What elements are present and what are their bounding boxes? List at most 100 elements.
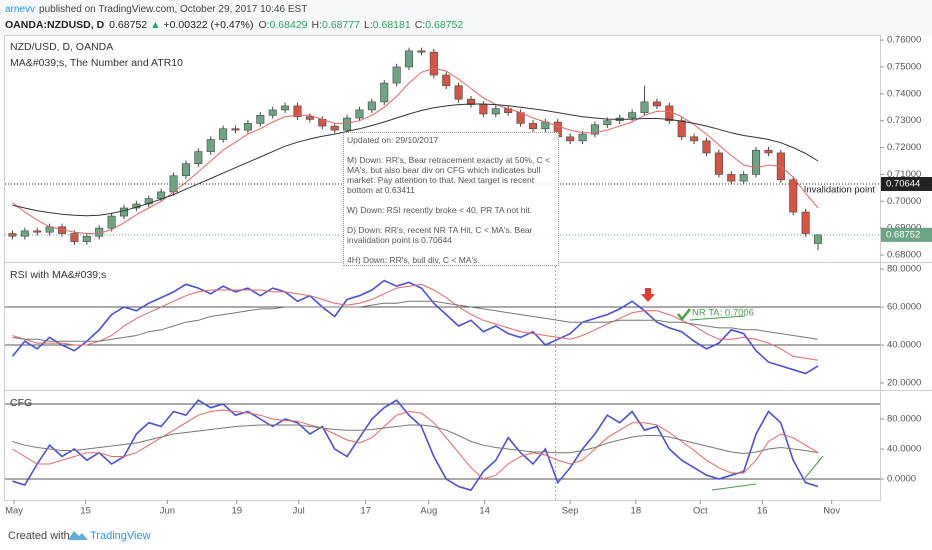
price-tag xyxy=(881,227,932,242)
author[interactable]: arnevv xyxy=(5,4,35,15)
candle-body xyxy=(330,125,339,131)
series-line xyxy=(12,424,819,455)
candle-body xyxy=(566,136,575,142)
candle-body xyxy=(305,116,314,120)
candle-body xyxy=(206,139,215,152)
candle-body xyxy=(454,85,463,100)
h-label: H: xyxy=(312,19,323,31)
x-tick-label: 18 xyxy=(631,506,642,517)
series-line xyxy=(12,103,819,217)
candle-body xyxy=(764,149,773,154)
x-tick-label: 17 xyxy=(360,506,371,517)
y-tick-label: 0.75000 xyxy=(887,61,921,72)
div-line xyxy=(804,455,824,479)
candle-body xyxy=(194,151,203,164)
change: +0.00322 (+0.47%) xyxy=(164,19,254,31)
candle-body xyxy=(665,105,674,121)
x-tick-label: 19 xyxy=(231,506,242,517)
y-tick-label: 0.0000 xyxy=(887,474,916,485)
frame xyxy=(4,35,932,501)
candle-body xyxy=(343,117,352,131)
logo xyxy=(68,531,88,540)
x-tick-label: Jul xyxy=(293,506,305,517)
series-line xyxy=(12,283,819,361)
candle-body xyxy=(429,51,438,76)
price: 0.68752 xyxy=(109,19,147,31)
candle-body xyxy=(157,191,166,199)
x-tick-label: May xyxy=(5,506,23,517)
y-tick-label: 20.0000 xyxy=(887,377,921,388)
published: published on TradingView.com, October 29… xyxy=(39,4,307,15)
y-tick-label: 0.70000 xyxy=(887,196,921,207)
x-tick-label: 16 xyxy=(757,506,768,517)
series-line xyxy=(12,300,819,342)
candle-body xyxy=(479,104,488,115)
div-line xyxy=(711,483,757,491)
y-tick-label: 0.74000 xyxy=(887,88,921,99)
candle-body xyxy=(355,109,364,119)
candle-body xyxy=(392,66,401,84)
x-tick-label: 14 xyxy=(479,506,490,517)
candle-body xyxy=(119,207,128,217)
y-tick-label: 40.0000 xyxy=(887,444,921,455)
l-value: 0.68181 xyxy=(373,19,411,31)
candle-body xyxy=(677,120,686,138)
candle-body xyxy=(20,230,29,237)
candle-body xyxy=(702,140,711,154)
annotation-box: Updated on: 29/10/2017 M) Down: RR's, Bea… xyxy=(343,132,559,266)
candle-body xyxy=(442,74,451,87)
candle-body xyxy=(33,230,42,233)
candle-body xyxy=(628,112,637,119)
x-tick-label: 15 xyxy=(80,506,91,517)
x-tick-label: Oct xyxy=(693,506,708,517)
c-value: 0.68752 xyxy=(425,19,463,31)
y-tick-label: 0.73000 xyxy=(887,115,921,126)
o-label: O: xyxy=(258,19,269,31)
candle-body xyxy=(491,108,500,115)
candle-body xyxy=(417,50,426,53)
l-label: L: xyxy=(364,19,373,31)
y-tick-label: 0.76000 xyxy=(887,35,921,46)
candle-body xyxy=(814,234,823,244)
note-line: 4H) Down: RR's, bull div, C < MA's. xyxy=(347,255,480,265)
candle-body xyxy=(801,211,810,234)
candle-body xyxy=(640,101,649,113)
x-tick-label: Jun xyxy=(160,506,175,517)
candle-body xyxy=(590,124,599,135)
pane-subtitle: MA&#039;s, The Number and ATR10 xyxy=(10,57,183,69)
symbol: OANDA:NZDUSD, D xyxy=(5,19,105,31)
series-line xyxy=(12,409,819,480)
brand[interactable]: TradingView xyxy=(90,530,151,542)
candle-body xyxy=(752,149,761,175)
red-arrow xyxy=(641,288,655,302)
quote-line: OANDA:NZDUSD, D 0.68752 ▲ +0.00322 (+0.47%)… xyxy=(5,19,463,31)
pane-title: NZD/USD, D, OANDA xyxy=(10,41,113,53)
candle-body xyxy=(256,115,265,124)
x-tick-label: Aug xyxy=(420,506,437,517)
series-line xyxy=(12,399,819,492)
y-tick-label: 60.0000 xyxy=(887,302,921,313)
series-line xyxy=(12,67,819,234)
header-line: arnevv published on TradingView.com, Octo… xyxy=(5,4,307,15)
candle-body xyxy=(70,233,79,242)
candle-body xyxy=(789,179,798,213)
c-label: C: xyxy=(415,19,426,31)
h-line-label: Invalidation point xyxy=(804,185,876,196)
note-line: D) Down: RR's, recent NR TA Hit, C < MA'… xyxy=(347,225,533,245)
y-tick-label: 40.0000 xyxy=(887,340,921,351)
note-line: Updated on: 29/10/2017 xyxy=(347,135,439,145)
candle-body xyxy=(82,235,91,242)
ta-line xyxy=(689,315,746,321)
candle-body xyxy=(8,233,17,237)
check-mark xyxy=(677,308,691,322)
annotation: NR TA: 0.7006 xyxy=(692,308,754,319)
note-line: W) Down: RSI recently broke < 40, PR TA … xyxy=(347,205,533,215)
y-tick-label: 0.68000 xyxy=(887,250,921,261)
candle-body xyxy=(405,50,414,68)
y-tick-label: 80.0000 xyxy=(887,413,921,424)
candle-body xyxy=(739,174,748,182)
y-tick-label: 0.71000 xyxy=(887,169,921,180)
candle-body xyxy=(144,198,153,205)
